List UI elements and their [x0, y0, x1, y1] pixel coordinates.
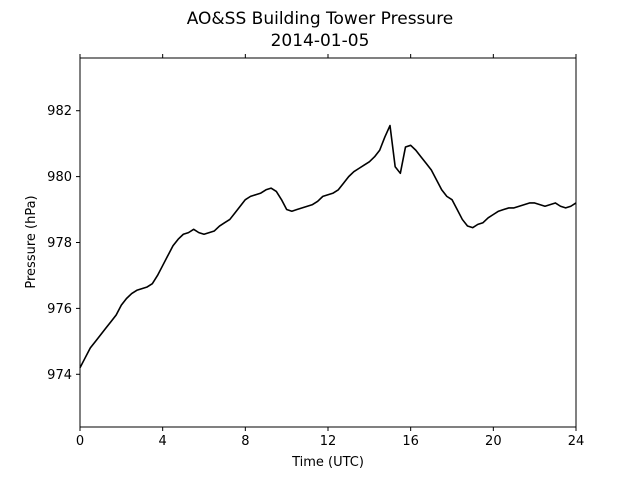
pressure-series-line [79, 124, 577, 369]
y-tick-label: 982 [47, 104, 72, 119]
x-tick-label: 12 [320, 434, 337, 449]
y-tick-label: 980 [47, 170, 72, 185]
y-tick-label: 976 [47, 302, 72, 317]
x-tick-label: 20 [485, 434, 502, 449]
y-axis-label: Pressure (hPa) [24, 195, 39, 288]
x-tick-label: 4 [159, 434, 167, 449]
x-axis-label: Time (UTC) [291, 455, 364, 470]
chart-title: AO&SS Building Tower Pressure [187, 9, 454, 29]
plot-frame [79, 57, 577, 428]
tick-labels: 0 4 8 12 16 20 24 974 976 978 980 982 [47, 104, 584, 449]
axis-ticks [76, 54, 577, 431]
chart-subtitle: 2014-01-05 [271, 31, 370, 51]
x-tick-label: 16 [402, 434, 419, 449]
x-tick-label: 0 [76, 434, 84, 449]
x-tick-label: 8 [241, 434, 249, 449]
x-tick-label: 24 [568, 434, 585, 449]
y-tick-label: 974 [47, 368, 72, 383]
y-tick-label: 978 [47, 236, 72, 251]
